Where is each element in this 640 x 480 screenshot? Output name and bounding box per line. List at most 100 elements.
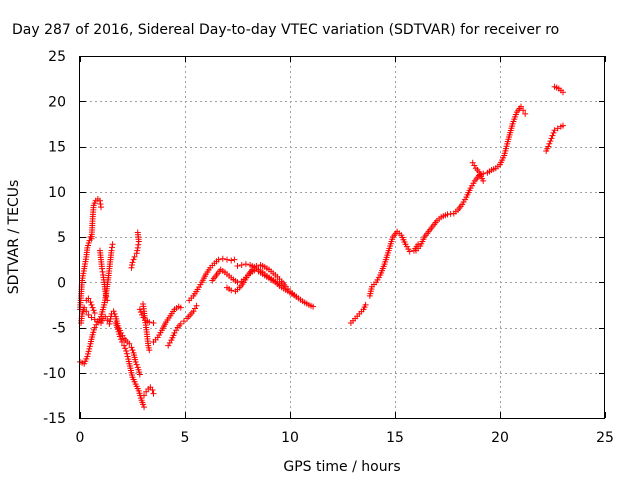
data-point	[104, 317, 111, 324]
data-point	[140, 401, 146, 408]
data-point	[150, 319, 157, 326]
data-point	[137, 309, 144, 316]
data-point	[119, 338, 125, 345]
data-point	[128, 264, 135, 271]
data-point	[134, 247, 141, 254]
x-tick-label: 25	[596, 430, 614, 446]
data-point	[86, 345, 93, 352]
data-point	[126, 340, 133, 347]
data-point	[104, 297, 111, 304]
data-point	[130, 256, 137, 263]
data-point	[131, 253, 138, 260]
y-tick-labels: -15 -10 -5 0 5 10 15 20 25	[43, 49, 66, 427]
data-point	[91, 310, 98, 317]
data-point	[310, 303, 317, 310]
data-point	[99, 265, 106, 272]
data-point	[87, 299, 94, 306]
data-point	[177, 304, 184, 311]
data-point	[141, 392, 148, 399]
data-point	[133, 250, 140, 257]
data-point	[560, 122, 566, 129]
data-point	[238, 262, 245, 269]
data-point	[129, 347, 136, 354]
y-tick-label: -15	[43, 411, 66, 427]
data-point	[103, 293, 110, 300]
data-point	[116, 333, 123, 340]
data-point	[549, 132, 556, 139]
y-tick-label: -10	[43, 366, 66, 382]
data-point	[551, 127, 558, 134]
x-tick-labels: 0 5 10 15 20 25	[76, 430, 614, 446]
data-point	[121, 342, 128, 349]
data-point	[129, 259, 136, 266]
data-point	[548, 135, 555, 142]
data-point	[128, 262, 135, 269]
data-point	[117, 336, 124, 343]
data-point	[134, 229, 141, 236]
y-tick-label: 0	[57, 275, 66, 291]
y-tick-label: -5	[52, 321, 66, 337]
data-point	[84, 350, 91, 357]
data-point	[111, 310, 118, 317]
data-point	[110, 308, 117, 315]
data-point	[177, 320, 184, 327]
data-point	[228, 287, 235, 294]
data-point	[88, 301, 95, 308]
data-point	[109, 241, 116, 248]
data-point	[123, 350, 130, 357]
data-point	[136, 306, 143, 313]
data-point	[108, 247, 115, 254]
data-point	[560, 89, 566, 96]
data-point	[85, 295, 92, 302]
data-point	[91, 316, 98, 323]
data-point	[146, 319, 153, 326]
data-point	[81, 304, 88, 311]
x-tick-label: 10	[281, 430, 299, 446]
plot-frame	[79, 56, 605, 419]
data-point	[215, 256, 222, 263]
data-point	[480, 177, 487, 184]
data-point	[85, 311, 92, 318]
data-point	[109, 244, 116, 251]
data-point	[97, 200, 104, 207]
data-point	[150, 390, 157, 397]
data-point	[102, 313, 109, 320]
data-point	[520, 107, 527, 114]
data-point	[133, 361, 140, 368]
data-point	[231, 256, 238, 263]
data-points	[77, 83, 566, 411]
chart-title: Day 287 of 2016, Sidereal Day-to-day VTE…	[12, 22, 559, 38]
x-tick-label: 0	[76, 430, 85, 446]
data-point	[146, 347, 153, 354]
data-point	[141, 404, 148, 411]
data-point	[132, 358, 139, 365]
data-point	[98, 204, 104, 211]
data-point	[219, 255, 226, 262]
data-point	[193, 302, 200, 309]
x-tick-label: 15	[386, 430, 404, 446]
data-point	[228, 257, 235, 264]
data-point	[180, 318, 187, 325]
y-tick-label: 5	[57, 230, 66, 246]
data-point	[124, 353, 131, 360]
x-axis-label: GPS time / hours	[283, 459, 400, 475]
data-point	[550, 129, 557, 136]
data-point	[149, 386, 156, 393]
data-point	[518, 103, 524, 110]
data-point	[84, 353, 91, 360]
data-point	[86, 343, 93, 350]
data-point	[136, 371, 143, 378]
y-tick-label: 15	[48, 140, 66, 156]
data-point	[134, 244, 141, 251]
data-point	[102, 291, 109, 298]
data-point	[406, 248, 413, 255]
y-tick-label: 25	[48, 49, 66, 65]
x-tick-label: 5	[181, 430, 190, 446]
data-point	[96, 197, 103, 204]
y-tick-label: 10	[48, 185, 66, 201]
data-point	[85, 348, 92, 355]
data-point	[224, 256, 230, 263]
data-point	[522, 110, 529, 117]
data-point	[122, 345, 129, 352]
